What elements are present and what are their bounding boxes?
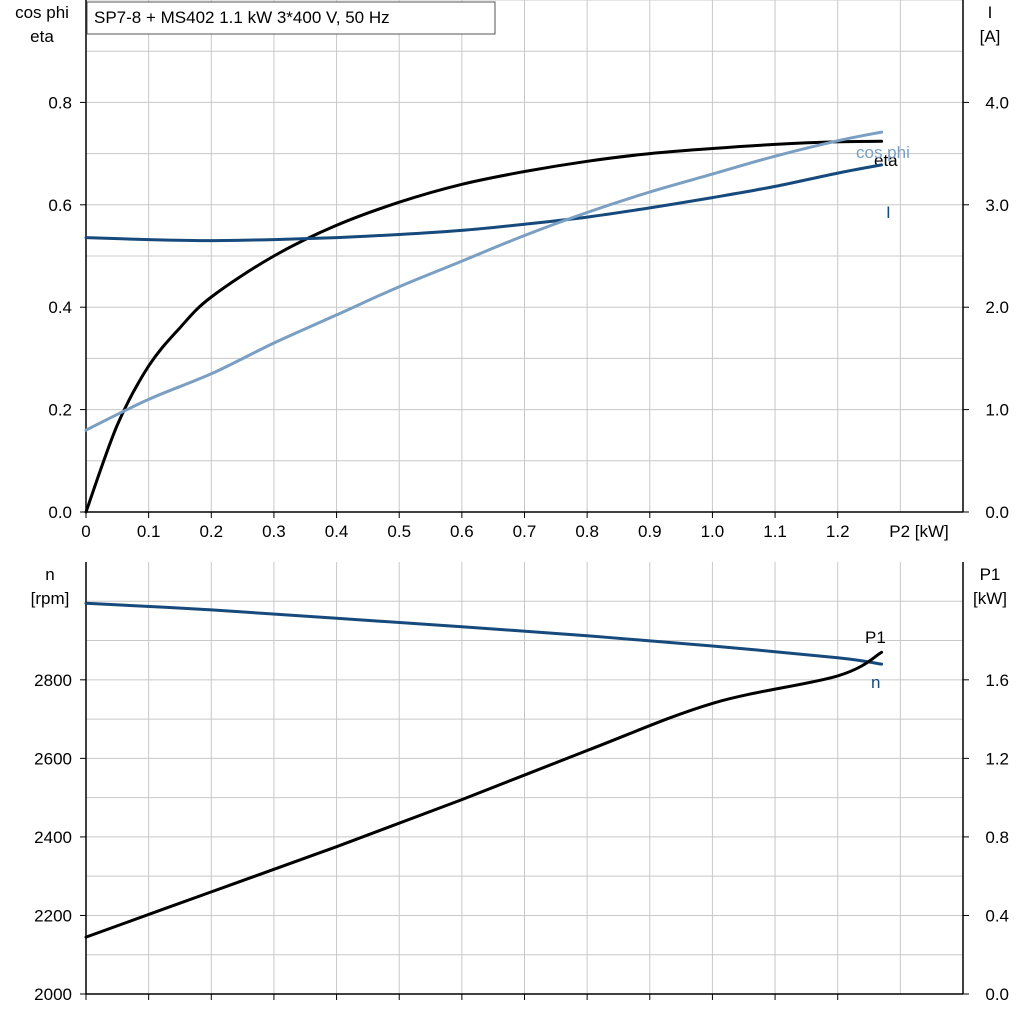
x-tick-label: 1.0 bbox=[701, 522, 725, 541]
right-tick-label: 3.0 bbox=[985, 196, 1009, 215]
x-tick-label: 1.2 bbox=[826, 522, 850, 541]
speed-power-plot: 2000 2200 2400 2600 2800 0.0 0.4 0.8 1.2 1.6 n [rpm… bbox=[31, 562, 1009, 1004]
left-axis-title: n bbox=[45, 565, 54, 584]
left-tick-label: 2800 bbox=[34, 671, 72, 690]
right-tick-label: 0.4 bbox=[985, 906, 1009, 925]
left-axis-title: cos phi bbox=[15, 3, 69, 22]
x-tick-label: 0 bbox=[81, 522, 90, 541]
left-tick-label: 0.0 bbox=[48, 503, 72, 522]
x-tick-label: 0.7 bbox=[513, 522, 537, 541]
right-tick-label: 0.0 bbox=[985, 985, 1009, 1004]
x-tick-label: 0.5 bbox=[387, 522, 411, 541]
x-axis-label: P2 [kW] bbox=[889, 522, 949, 541]
right-tick-label: 1.2 bbox=[985, 749, 1009, 768]
right-axis-title: P1 bbox=[980, 565, 1001, 584]
series-line-cos-phi bbox=[84, 130, 884, 432]
left-tick-label: 2400 bbox=[34, 828, 72, 847]
right-axis-title: [kW] bbox=[973, 589, 1007, 608]
x-tick-label: 0.2 bbox=[199, 522, 223, 541]
right-axis-title: [A] bbox=[980, 27, 1001, 46]
x-tick-label: 0.9 bbox=[638, 522, 662, 541]
left-tick-label: 2000 bbox=[34, 985, 72, 1004]
series-line-n bbox=[84, 601, 884, 666]
right-tick-label: 0.0 bbox=[985, 503, 1009, 522]
chart-title-box: SP7-8 + MS402 1.1 kW 3*400 V, 50 Hz bbox=[86, 1, 496, 35]
series-label-n: n bbox=[871, 673, 880, 692]
left-tick-label: 0.8 bbox=[48, 93, 72, 112]
left-axis-title: eta bbox=[30, 27, 54, 46]
series-line-eta bbox=[84, 139, 884, 514]
left-tick-label: 0.2 bbox=[48, 401, 72, 420]
right-tick-label: 2.0 bbox=[985, 298, 1009, 317]
right-tick-label: 1.0 bbox=[985, 401, 1009, 420]
x-tick-label: 0.3 bbox=[262, 522, 286, 541]
motor-efficiency-plot: 0.0 0.2 0.4 0.6 0.8 0.0 1.0 2.0 3.0 4.0 0 0.1 0.2 0.3… bbox=[15, 0, 1009, 541]
series-label-p1: P1 bbox=[865, 628, 886, 647]
series-label-cos-phi: cos phi bbox=[856, 143, 910, 162]
x-tick-label: 0.4 bbox=[325, 522, 349, 541]
x-tick-label: 0.6 bbox=[450, 522, 474, 541]
right-tick-label: 4.0 bbox=[985, 93, 1009, 112]
x-tick-label: 0.1 bbox=[137, 522, 161, 541]
chart-title: SP7-8 + MS402 1.1 kW 3*400 V, 50 Hz bbox=[94, 8, 390, 27]
left-tick-label: 2200 bbox=[34, 906, 72, 925]
left-tick-label: 0.4 bbox=[48, 298, 72, 317]
right-axis-title: I bbox=[988, 3, 993, 22]
series-line-p1 bbox=[84, 650, 884, 939]
right-tick-label: 1.6 bbox=[985, 671, 1009, 690]
left-tick-label: 2600 bbox=[34, 749, 72, 768]
series-label-i: I bbox=[886, 203, 891, 222]
x-tick-label: 1.1 bbox=[763, 522, 787, 541]
right-tick-label: 0.8 bbox=[985, 828, 1009, 847]
series-line-i bbox=[84, 163, 884, 243]
left-tick-label: 0.6 bbox=[48, 196, 72, 215]
x-tick-label: 0.8 bbox=[575, 522, 599, 541]
left-axis-title: [rpm] bbox=[31, 589, 70, 608]
